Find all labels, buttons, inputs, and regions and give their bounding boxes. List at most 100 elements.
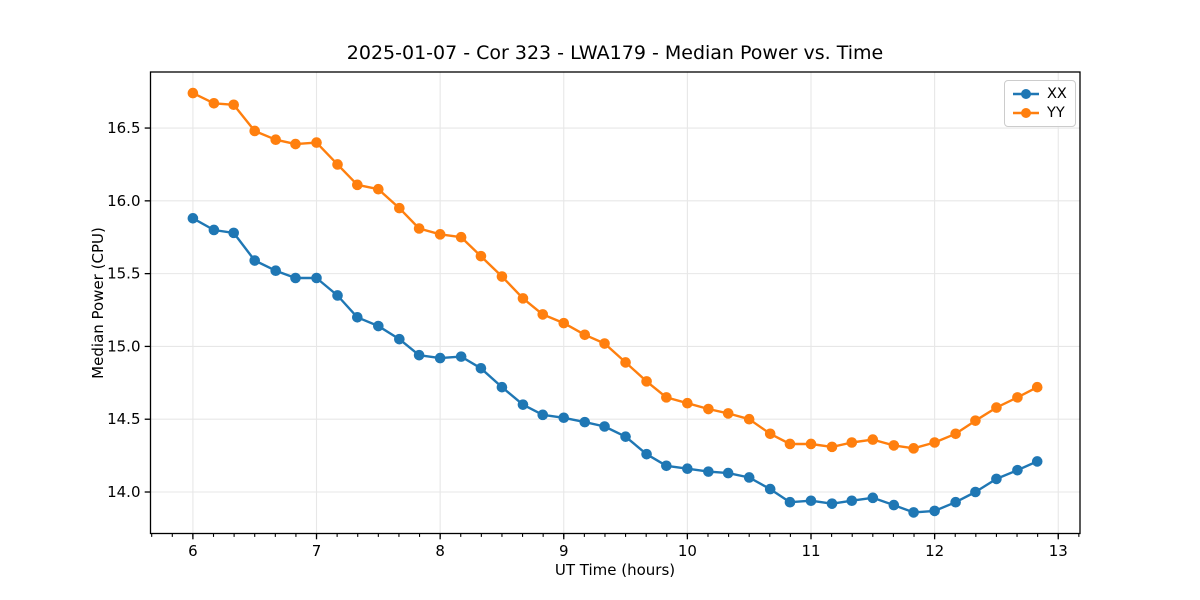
- series-point-yy: [846, 437, 858, 448]
- x-tick-label: 6: [188, 542, 198, 560]
- series-point-xx: [270, 265, 282, 277]
- y-axis-label: Median Power (CPU): [89, 227, 107, 379]
- series-line-xx: [192, 217, 1038, 514]
- y-tick-label: 14.0: [107, 483, 140, 501]
- series-point-yy: [764, 428, 776, 440]
- series-point-yy: [620, 357, 631, 368]
- legend-label-yy: YY: [1047, 105, 1065, 121]
- series-point-xx: [1031, 456, 1043, 467]
- y-tick-label: 16.5: [107, 119, 140, 137]
- series-point-yy: [270, 134, 282, 145]
- series-point-yy: [373, 183, 384, 195]
- series-point-yy: [187, 87, 199, 99]
- series-point-xx: [970, 486, 981, 498]
- series-point-xx: [743, 472, 755, 483]
- series-point-yy: [394, 202, 405, 214]
- series-point-yy: [352, 179, 363, 191]
- x-tick-label: 9: [559, 542, 569, 560]
- series-point-xx: [352, 312, 363, 323]
- series-point-xx: [722, 467, 734, 479]
- x-tick-label: 10: [678, 542, 697, 560]
- series-point-yy: [537, 309, 549, 320]
- y-tick-label: 14.5: [107, 410, 140, 428]
- legend[interactable]: XX YY: [1004, 80, 1076, 127]
- series-point-xx: [682, 463, 693, 475]
- y-tick-label: 15.5: [107, 265, 140, 283]
- series-point-yy: [413, 223, 425, 234]
- series-point-yy: [208, 98, 220, 109]
- series-point-xx: [805, 495, 817, 507]
- series-point-xx: [517, 399, 529, 410]
- series-point-xx: [394, 333, 405, 345]
- series-point-yy: [290, 138, 301, 150]
- legend-item-yy[interactable]: YY: [1012, 105, 1067, 121]
- series-point-yy: [599, 338, 610, 349]
- series-point-yy: [908, 443, 919, 454]
- series-point-xx: [950, 496, 961, 508]
- series-point-xx: [496, 381, 508, 393]
- series-point-yy: [743, 413, 755, 425]
- series-point-xx: [620, 431, 631, 442]
- series-point-xx: [764, 483, 776, 495]
- series-point-xx: [228, 227, 239, 239]
- series-point-yy: [722, 408, 734, 419]
- series-point-xx: [826, 498, 838, 509]
- series-point-xx: [867, 492, 879, 504]
- series-point-yy: [950, 428, 961, 440]
- series-point-yy: [784, 438, 796, 450]
- series-point-yy: [703, 403, 714, 415]
- series-point-xx: [929, 505, 940, 517]
- series-point-yy: [867, 434, 879, 445]
- series-point-yy: [1031, 381, 1043, 393]
- series-point-xx: [908, 507, 919, 518]
- series-point-xx: [249, 255, 261, 266]
- series-point-yy: [475, 250, 487, 262]
- x-tick-label: 12: [925, 542, 944, 560]
- series-point-yy: [228, 99, 239, 111]
- series-point-xx: [290, 272, 301, 284]
- series-point-yy: [579, 329, 591, 341]
- series-point-yy: [249, 125, 261, 137]
- series-point-xx: [373, 320, 384, 332]
- series-point-xx: [311, 272, 322, 284]
- series-point-xx: [703, 466, 714, 477]
- series-point-yy: [661, 392, 672, 403]
- y-tick-label: 16.0: [107, 192, 140, 210]
- series-point-yy: [929, 437, 940, 448]
- series-point-xx: [784, 496, 796, 508]
- series-point-yy: [991, 402, 1002, 413]
- series-point-xx: [332, 290, 343, 301]
- series-point-yy: [805, 438, 817, 450]
- series-point-xx: [846, 495, 858, 507]
- series-point-xx: [208, 224, 220, 236]
- series-point-yy: [826, 441, 838, 453]
- x-tick-label: 11: [801, 542, 820, 560]
- series-point-xx: [537, 409, 549, 421]
- y-tick-label: 15.0: [107, 337, 140, 355]
- series-point-xx: [187, 213, 199, 224]
- x-tick-label: 8: [435, 542, 445, 560]
- legend-sample-xx-icon: [1013, 89, 1039, 99]
- series-point-xx: [888, 499, 900, 511]
- axes-frame: [149, 71, 1081, 535]
- series-point-xx: [413, 349, 425, 361]
- series-point-xx: [455, 351, 467, 362]
- series-point-yy: [517, 293, 529, 304]
- series-point-yy: [311, 137, 322, 148]
- series-point-yy: [970, 415, 981, 426]
- series-point-xx: [661, 460, 672, 472]
- series-point-xx: [599, 421, 610, 432]
- series-point-yy: [558, 317, 570, 329]
- series-point-xx: [475, 362, 487, 374]
- chart-title: 2025-01-07 - Cor 323 - LWA179 - Median P…: [346, 42, 884, 64]
- legend-item-xx[interactable]: XX: [1012, 86, 1067, 102]
- series-point-yy: [682, 397, 693, 409]
- series-point-yy: [888, 440, 900, 451]
- series-point-yy: [496, 271, 508, 282]
- legend-sample-yy-icon: [1013, 108, 1039, 118]
- series-point-yy: [1012, 392, 1023, 403]
- series-point-xx: [434, 352, 446, 364]
- series-point-yy: [332, 159, 343, 170]
- series-point-xx: [1012, 464, 1023, 476]
